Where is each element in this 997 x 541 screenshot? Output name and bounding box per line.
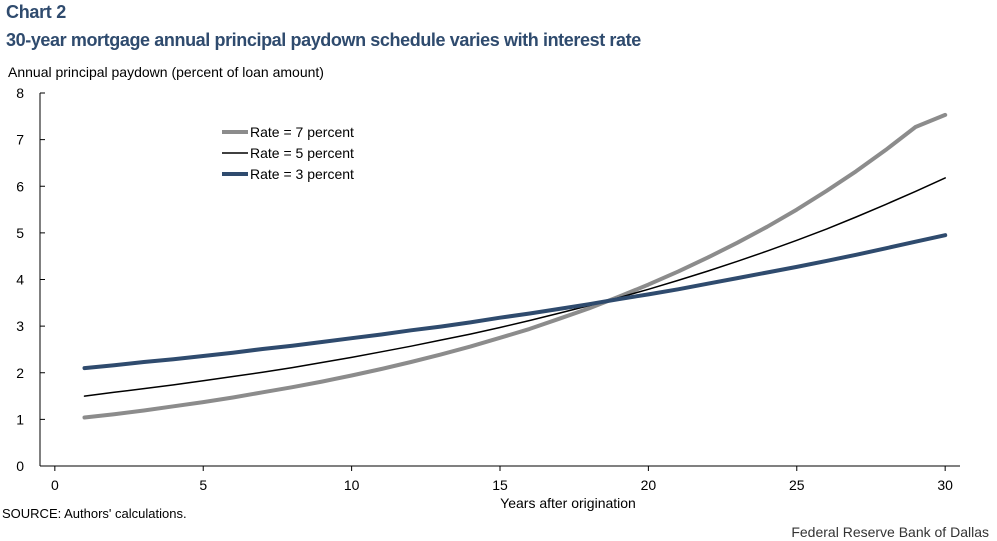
y-tick-label: 7 — [16, 132, 24, 148]
legend-label: Rate = 5 percent — [250, 145, 354, 161]
source-note: SOURCE: Authors' calculations. — [2, 506, 187, 521]
x-axis-label: Years after origination — [500, 495, 636, 511]
series-line-rate5 — [83, 177, 946, 397]
y-tick-label: 0 — [16, 458, 24, 474]
y-axis-label: Annual principal paydown (percent of loa… — [8, 64, 324, 80]
x-tick-label: 20 — [641, 477, 657, 493]
y-tick-label: 5 — [16, 225, 24, 241]
y-tick-label: 4 — [16, 272, 24, 288]
series-line-rate7 — [82, 112, 948, 420]
credit-line: Federal Reserve Bank of Dallas — [791, 524, 989, 540]
series-line-rate3 — [82, 233, 948, 371]
x-tick-label: 15 — [492, 477, 508, 493]
legend-label: Rate = 3 percent — [250, 166, 354, 182]
y-tick-label: 3 — [16, 318, 24, 334]
x-tick-label: 25 — [789, 477, 805, 493]
y-tick-label: 8 — [16, 85, 24, 101]
y-tick-label: 2 — [16, 365, 24, 381]
x-tick-label: 0 — [51, 477, 59, 493]
legend-label: Rate = 7 percent — [250, 124, 354, 140]
x-tick-label: 30 — [937, 477, 953, 493]
x-tick-label: 5 — [199, 477, 207, 493]
chart-number: Chart 2 — [6, 2, 66, 22]
y-tick-label: 1 — [16, 411, 24, 427]
y-tick-label: 6 — [16, 178, 24, 194]
chart-title: 30-year mortgage annual principal paydow… — [6, 30, 641, 50]
x-tick-label: 10 — [344, 477, 360, 493]
